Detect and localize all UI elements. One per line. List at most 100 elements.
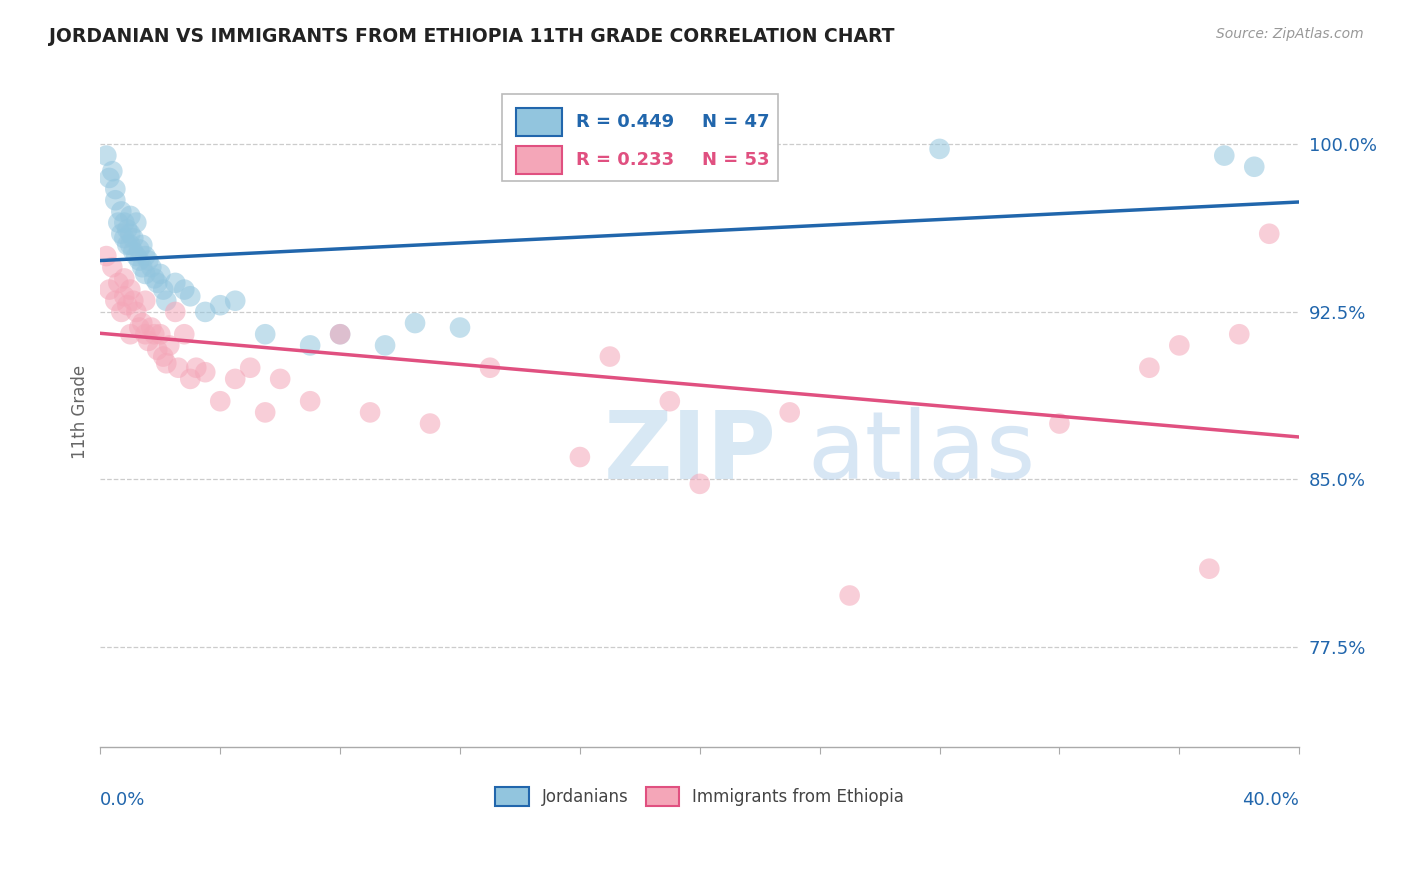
Point	[599, 350, 621, 364]
Point	[104, 293, 127, 308]
Text: 40.0%: 40.0%	[1243, 791, 1299, 809]
Point	[107, 216, 129, 230]
Point	[239, 360, 262, 375]
Point	[104, 182, 127, 196]
Point	[165, 305, 187, 319]
Text: N = 47: N = 47	[702, 113, 769, 131]
Point	[838, 589, 860, 603]
Point	[112, 216, 135, 230]
Text: R = 0.449: R = 0.449	[576, 113, 675, 131]
Point	[101, 164, 124, 178]
Point	[96, 249, 118, 263]
Text: Source: ZipAtlas.com: Source: ZipAtlas.com	[1216, 27, 1364, 41]
Point	[117, 222, 139, 236]
Point	[112, 271, 135, 285]
Point	[110, 227, 132, 241]
Point	[120, 209, 142, 223]
Point	[1243, 160, 1265, 174]
Point	[173, 283, 195, 297]
Point	[269, 372, 291, 386]
Point	[125, 305, 148, 319]
Point	[125, 249, 148, 263]
Point	[120, 327, 142, 342]
Text: ZIP: ZIP	[603, 407, 776, 499]
Point	[779, 405, 801, 419]
Point	[143, 327, 166, 342]
Point	[1049, 417, 1071, 431]
Point	[419, 417, 441, 431]
Point	[136, 253, 159, 268]
Point	[136, 334, 159, 348]
Point	[131, 260, 153, 275]
Point	[155, 293, 177, 308]
Point	[110, 204, 132, 219]
Text: atlas: atlas	[807, 407, 1036, 499]
Point	[167, 360, 190, 375]
Point	[254, 405, 277, 419]
Point	[165, 276, 187, 290]
Point	[104, 194, 127, 208]
Point	[122, 293, 145, 308]
Point	[928, 142, 950, 156]
Text: N = 53: N = 53	[702, 152, 769, 169]
Point	[125, 216, 148, 230]
Point	[1258, 227, 1281, 241]
Point	[209, 298, 232, 312]
Point	[568, 450, 591, 464]
Point	[1198, 562, 1220, 576]
Text: 0.0%: 0.0%	[100, 791, 146, 809]
Point	[112, 289, 135, 303]
Point	[134, 327, 156, 342]
Legend: Jordanians, Immigrants from Ethiopia: Jordanians, Immigrants from Ethiopia	[489, 780, 911, 813]
Point	[143, 271, 166, 285]
Point	[374, 338, 396, 352]
Point	[224, 372, 246, 386]
Point	[120, 227, 142, 241]
Point	[149, 327, 172, 342]
FancyBboxPatch shape	[502, 95, 778, 181]
Point	[1227, 327, 1250, 342]
Point	[128, 320, 150, 334]
Point	[658, 394, 681, 409]
Point	[689, 476, 711, 491]
Text: JORDANIAN VS IMMIGRANTS FROM ETHIOPIA 11TH GRADE CORRELATION CHART: JORDANIAN VS IMMIGRANTS FROM ETHIOPIA 11…	[49, 27, 894, 45]
Point	[224, 293, 246, 308]
Point	[120, 238, 142, 252]
Point	[122, 231, 145, 245]
Point	[359, 405, 381, 419]
Point	[101, 260, 124, 275]
Point	[134, 293, 156, 308]
Point	[299, 394, 322, 409]
Point	[404, 316, 426, 330]
Point	[1168, 338, 1191, 352]
Point	[110, 305, 132, 319]
Point	[449, 320, 471, 334]
Point	[146, 343, 169, 357]
Point	[186, 360, 208, 375]
Point	[1137, 360, 1160, 375]
Point	[98, 170, 121, 185]
Point	[146, 276, 169, 290]
Point	[152, 350, 174, 364]
Point	[329, 327, 352, 342]
Point	[107, 276, 129, 290]
Point	[299, 338, 322, 352]
Point	[152, 283, 174, 297]
Point	[131, 316, 153, 330]
Point	[329, 327, 352, 342]
Text: R = 0.233: R = 0.233	[576, 152, 675, 169]
Point	[1213, 148, 1236, 162]
Point	[112, 231, 135, 245]
Point	[117, 298, 139, 312]
Point	[194, 305, 217, 319]
Point	[120, 283, 142, 297]
Point	[128, 253, 150, 268]
FancyBboxPatch shape	[516, 108, 562, 136]
Point	[128, 243, 150, 257]
Point	[209, 394, 232, 409]
Point	[149, 267, 172, 281]
Point	[179, 289, 201, 303]
Point	[179, 372, 201, 386]
Point	[254, 327, 277, 342]
Point	[478, 360, 501, 375]
